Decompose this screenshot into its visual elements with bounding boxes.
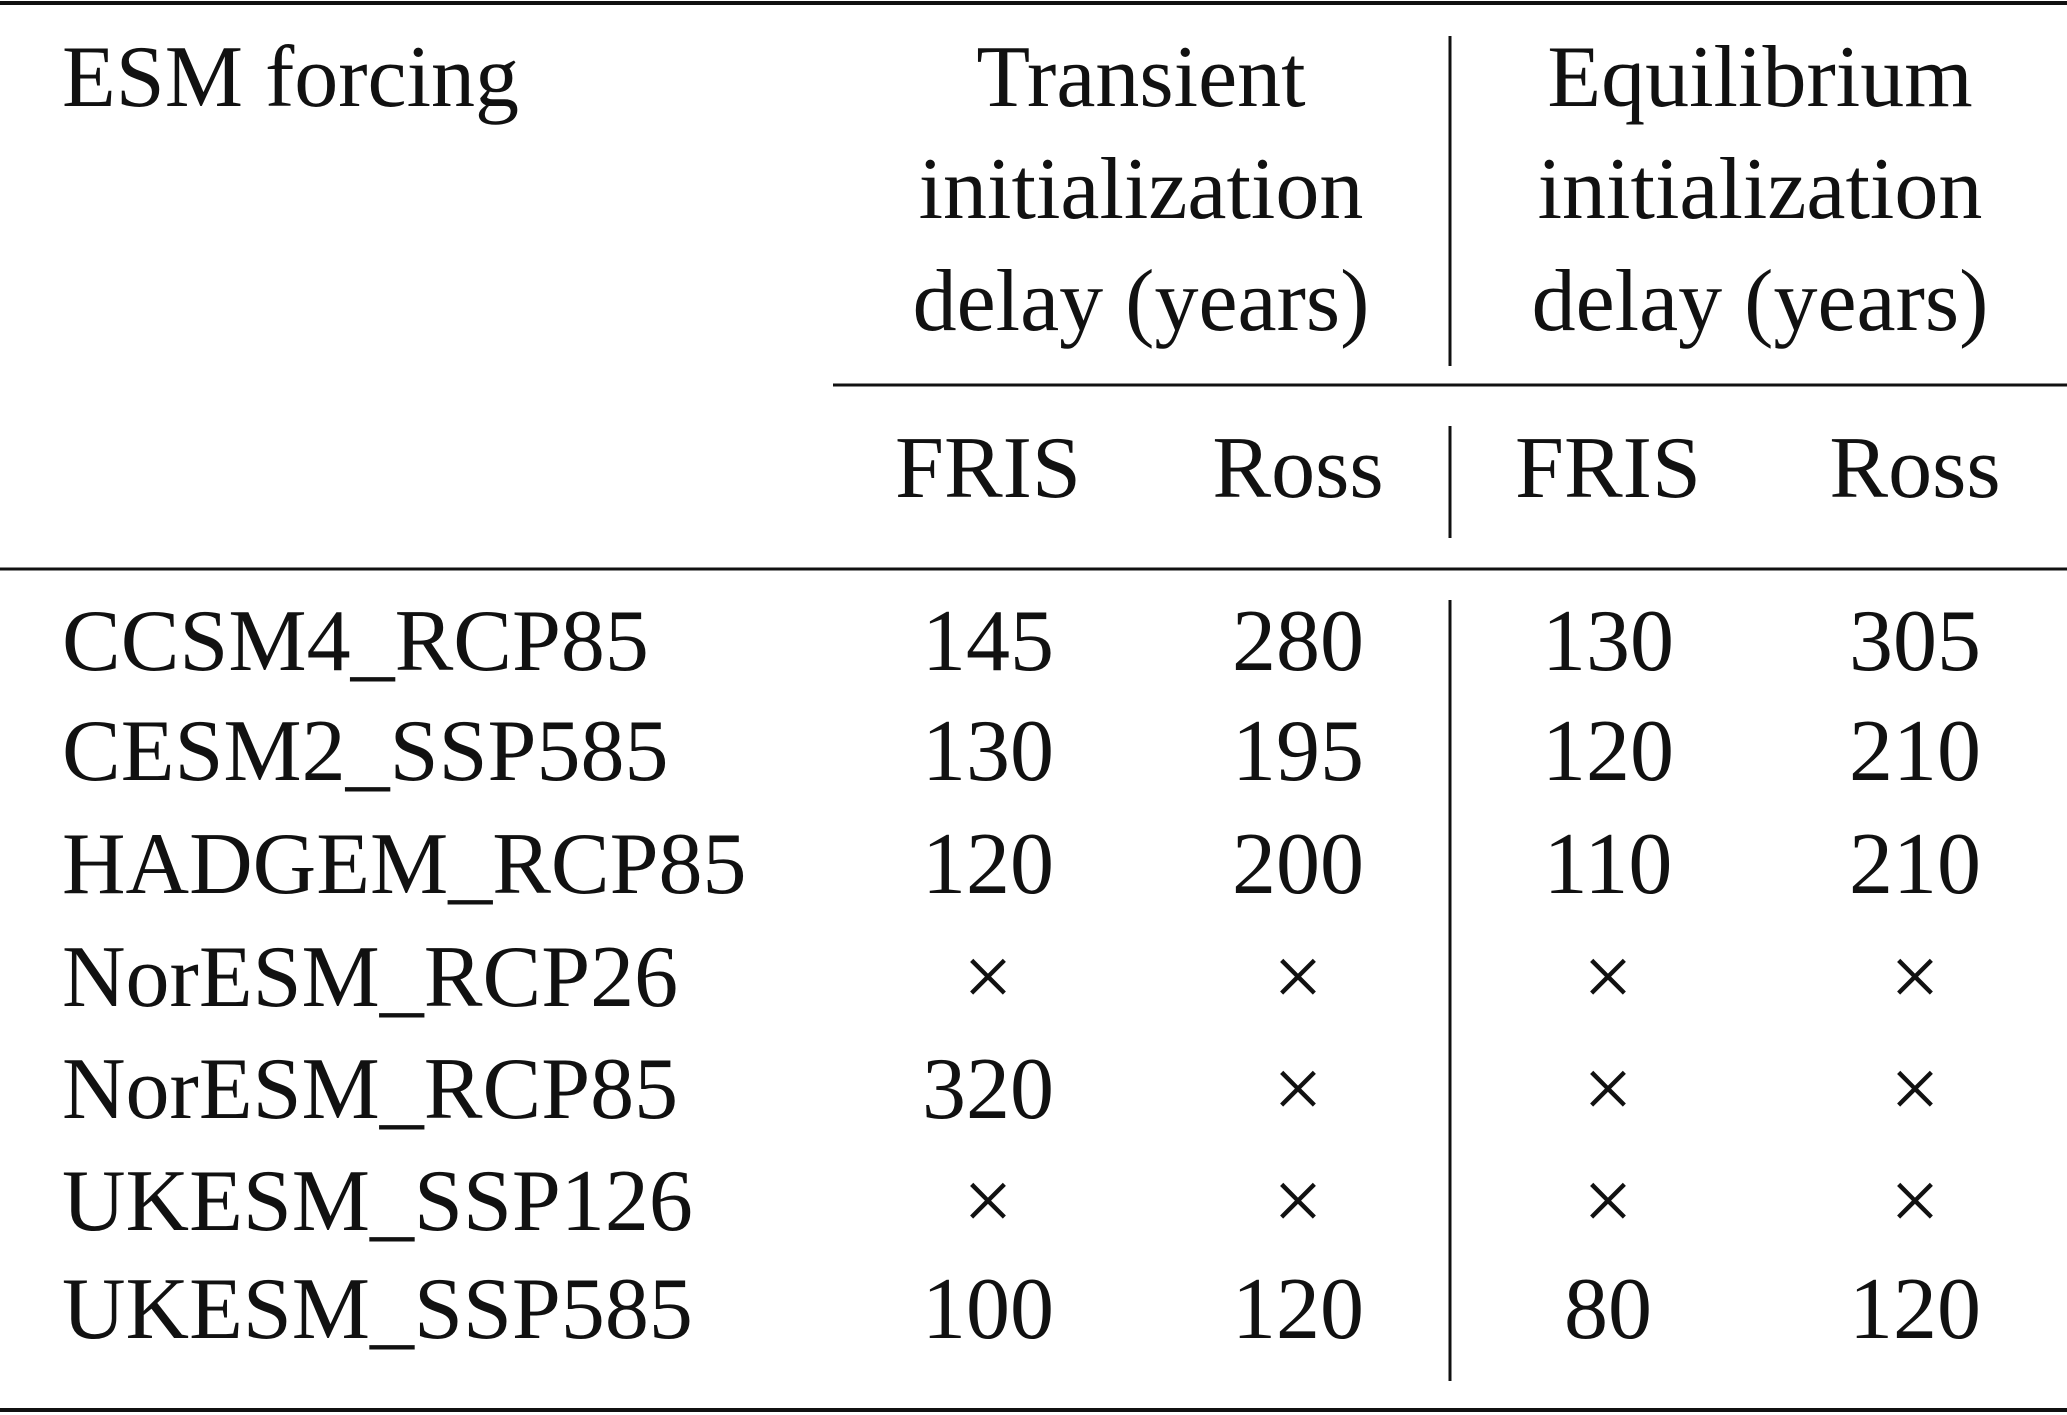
cell: × bbox=[963, 1153, 1013, 1250]
group-header: initialization bbox=[919, 141, 1364, 238]
cell: 120 bbox=[922, 816, 1054, 913]
cell: 110 bbox=[1544, 816, 1673, 913]
cell: 120 bbox=[1542, 703, 1674, 800]
cell: 210 bbox=[1849, 816, 1981, 913]
cell: 305 bbox=[1849, 593, 1981, 690]
cell: × bbox=[1890, 1041, 1940, 1138]
cell: 145 bbox=[922, 593, 1054, 690]
cell: 120 bbox=[1849, 1261, 1981, 1358]
group-header: initialization bbox=[1538, 141, 1983, 238]
cell: × bbox=[1273, 1153, 1323, 1250]
cell: 320 bbox=[922, 1041, 1054, 1138]
cell: 120 bbox=[1232, 1261, 1364, 1358]
row-label: CCSM4_RCP85 bbox=[62, 593, 649, 690]
stub-header: ESM forcing bbox=[62, 29, 519, 126]
cell: × bbox=[1583, 929, 1633, 1026]
group-header: delay (years) bbox=[1532, 253, 1989, 350]
group-header: delay (years) bbox=[913, 253, 1370, 350]
cell: × bbox=[1890, 929, 1940, 1026]
cell: 100 bbox=[922, 1261, 1054, 1358]
column-header: FRIS bbox=[1515, 420, 1701, 517]
row-label: UKESM_SSP126 bbox=[62, 1153, 693, 1250]
column-header: FRIS bbox=[895, 420, 1081, 517]
cell: × bbox=[1890, 1153, 1940, 1250]
column-header: Ross bbox=[1829, 420, 2000, 517]
row-label: NorESM_RCP85 bbox=[62, 1041, 678, 1138]
group-header: Transient bbox=[976, 29, 1305, 126]
row-label: NorESM_RCP26 bbox=[62, 929, 678, 1026]
cell: × bbox=[963, 929, 1013, 1026]
cell: × bbox=[1583, 1153, 1633, 1250]
cell: 80 bbox=[1564, 1261, 1652, 1358]
row-label: CESM2_SSP585 bbox=[62, 703, 668, 800]
cell: × bbox=[1273, 1041, 1323, 1138]
cell: 130 bbox=[922, 703, 1054, 800]
row-label: HADGEM_RCP85 bbox=[62, 816, 747, 913]
group-header: Equilibrium bbox=[1547, 29, 1972, 126]
cell: 195 bbox=[1232, 703, 1364, 800]
column-header: Ross bbox=[1212, 420, 1383, 517]
cell: 280 bbox=[1232, 593, 1364, 690]
cell: × bbox=[1583, 1041, 1633, 1138]
cell: 130 bbox=[1542, 593, 1674, 690]
cell: × bbox=[1273, 929, 1323, 1026]
row-label: UKESM_SSP585 bbox=[62, 1261, 693, 1358]
cell: 200 bbox=[1232, 816, 1364, 913]
cell: 210 bbox=[1849, 703, 1981, 800]
